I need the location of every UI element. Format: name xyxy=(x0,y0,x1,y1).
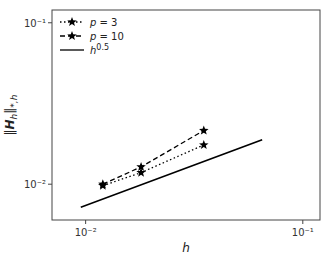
legend-marker xyxy=(67,17,77,26)
plot-area xyxy=(81,126,262,208)
tick-mark xyxy=(302,220,303,224)
legend-label: p = 3 xyxy=(89,17,117,28)
x-axis-label: h xyxy=(182,241,190,255)
tick-label: 10⁻² xyxy=(24,179,46,190)
legend-label: h0.5 xyxy=(90,43,109,56)
series-line xyxy=(103,131,204,185)
tick-mark xyxy=(48,22,52,23)
point-marker xyxy=(136,162,146,171)
series-line xyxy=(81,140,262,207)
point-marker xyxy=(199,140,209,149)
tick-label: 10⁻¹ xyxy=(24,18,46,29)
legend: p = 3 p = 10h0.5 xyxy=(60,17,124,56)
legend-label: p = 10 xyxy=(89,31,124,42)
legend-marker xyxy=(67,31,77,40)
tick-mark xyxy=(85,220,86,224)
point-marker xyxy=(98,179,108,188)
tick-label: 10⁻¹ xyxy=(292,227,314,238)
legend-swatch xyxy=(60,49,84,50)
tick-label: 10⁻² xyxy=(75,227,97,238)
tick-mark xyxy=(48,184,52,185)
chart: 10⁻² 10⁻¹ 10⁻² 10⁻¹ h ‖Hh‖*,h p = 3 p = 10h0.5 xyxy=(0,0,330,258)
point-marker xyxy=(199,126,209,135)
plot-frame xyxy=(52,10,320,220)
y-axis-label: ‖Hh‖*,h xyxy=(3,94,19,135)
